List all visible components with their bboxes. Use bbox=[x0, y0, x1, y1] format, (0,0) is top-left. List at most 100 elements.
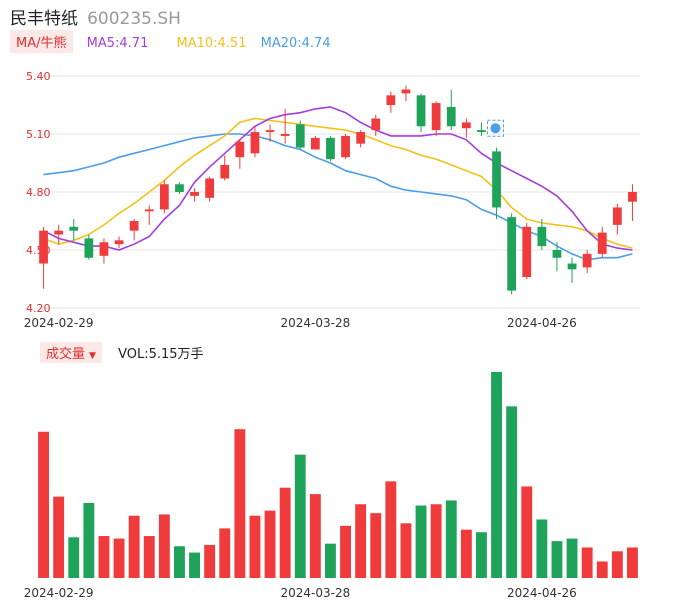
candle bbox=[220, 155, 230, 181]
candle bbox=[492, 147, 501, 220]
candle bbox=[54, 224, 64, 245]
caret-down-icon: ▼ bbox=[89, 351, 96, 361]
candle-body bbox=[144, 209, 154, 212]
candle-body bbox=[341, 135, 350, 158]
candle bbox=[386, 91, 396, 113]
volume-bar bbox=[415, 505, 427, 578]
candle-body bbox=[220, 164, 230, 179]
candle-body bbox=[477, 130, 486, 133]
volume-bar bbox=[158, 514, 170, 578]
x-tick-label: 2024-02-29 bbox=[24, 586, 94, 600]
volume-bar bbox=[83, 502, 95, 578]
volume-bar bbox=[234, 429, 246, 578]
candle-body bbox=[310, 137, 320, 150]
volume-bar bbox=[521, 486, 533, 578]
price-grid bbox=[36, 75, 640, 309]
candle bbox=[582, 250, 592, 274]
candle-body bbox=[371, 118, 381, 131]
candle-body bbox=[567, 263, 577, 270]
ma20-line bbox=[43, 133, 633, 261]
candle-body bbox=[69, 226, 79, 231]
candle bbox=[628, 184, 637, 221]
ma20-legend: MA20:4.74 bbox=[260, 36, 331, 51]
volume-bar bbox=[536, 519, 548, 578]
candle-body bbox=[582, 253, 592, 268]
volume-bar bbox=[460, 529, 472, 578]
candle-body bbox=[431, 103, 441, 131]
candle bbox=[341, 134, 350, 160]
x-tick-label: 2024-03-28 bbox=[280, 586, 350, 600]
candle bbox=[356, 130, 366, 148]
volume-bar bbox=[445, 500, 457, 578]
candle bbox=[69, 219, 79, 241]
volume-bar bbox=[219, 528, 231, 578]
candle-body bbox=[235, 141, 245, 158]
candle-body bbox=[356, 132, 366, 144]
y-tick-label: 4.20 bbox=[26, 302, 51, 315]
volume-bar bbox=[174, 546, 185, 578]
x-tick-label: 2024-04-26 bbox=[507, 586, 577, 600]
candle-body bbox=[295, 124, 305, 148]
candle bbox=[265, 124, 275, 142]
candle-body bbox=[326, 137, 335, 160]
candle-body bbox=[39, 230, 48, 264]
volume-bar bbox=[506, 406, 518, 578]
volume-type-selector[interactable]: 成交量 ▼ bbox=[40, 342, 102, 363]
candle bbox=[477, 122, 486, 136]
price-y-axis: 5.405.104.804.504.20 bbox=[26, 70, 51, 315]
candle bbox=[326, 135, 335, 162]
candle-body bbox=[205, 178, 215, 198]
x-tick-label: 2024-02-29 bbox=[24, 316, 94, 330]
candle bbox=[567, 257, 577, 283]
candle bbox=[401, 85, 411, 102]
candle bbox=[205, 176, 215, 202]
volume-bar bbox=[430, 504, 442, 578]
candle bbox=[522, 222, 532, 279]
candle bbox=[431, 101, 441, 136]
candle bbox=[144, 205, 154, 225]
candle bbox=[280, 108, 290, 144]
volume-bar bbox=[551, 541, 563, 578]
x-tick-label: 2024-03-28 bbox=[280, 316, 350, 330]
candle-body bbox=[537, 226, 547, 247]
ma10-legend: MA10:4.51 bbox=[176, 36, 247, 51]
volume-bar bbox=[128, 515, 140, 578]
candle bbox=[190, 188, 199, 202]
candle-body bbox=[522, 226, 532, 278]
candle-body bbox=[552, 250, 562, 258]
candle bbox=[416, 93, 426, 133]
candle bbox=[537, 219, 547, 250]
volume-bar bbox=[279, 487, 291, 578]
candle-body bbox=[628, 192, 637, 202]
volume-bar bbox=[53, 496, 65, 578]
candle bbox=[507, 213, 517, 295]
volume-bar bbox=[294, 454, 306, 578]
volume-bar bbox=[400, 523, 412, 578]
candle-body bbox=[597, 232, 607, 254]
candle-body bbox=[250, 132, 260, 154]
ma-type-selector[interactable]: MA/牛熊 bbox=[10, 30, 73, 53]
candle bbox=[552, 242, 562, 272]
volume-bar bbox=[581, 547, 593, 578]
candle bbox=[159, 180, 169, 214]
volume-bar bbox=[189, 552, 200, 578]
candle bbox=[99, 238, 109, 264]
marker-dot bbox=[490, 123, 501, 134]
y-tick-label: 5.40 bbox=[26, 70, 51, 83]
volume-value: VOL:5.15万手 bbox=[118, 347, 204, 362]
candle bbox=[612, 203, 622, 235]
candle-body bbox=[492, 151, 501, 208]
ma5-line bbox=[43, 106, 633, 251]
candle bbox=[114, 236, 124, 249]
volume-bar bbox=[355, 504, 367, 578]
volume-bar bbox=[38, 431, 49, 578]
volume-x-axis: 2024-02-29 2024-03-28 2024-04-26 bbox=[24, 586, 577, 600]
volume-bar bbox=[309, 494, 321, 578]
candles bbox=[39, 85, 637, 295]
candle bbox=[39, 226, 48, 289]
candle bbox=[235, 139, 245, 169]
volume-bar bbox=[98, 536, 110, 578]
candle-body bbox=[99, 242, 109, 256]
volume-bar bbox=[264, 510, 276, 578]
candle-body bbox=[129, 221, 139, 231]
